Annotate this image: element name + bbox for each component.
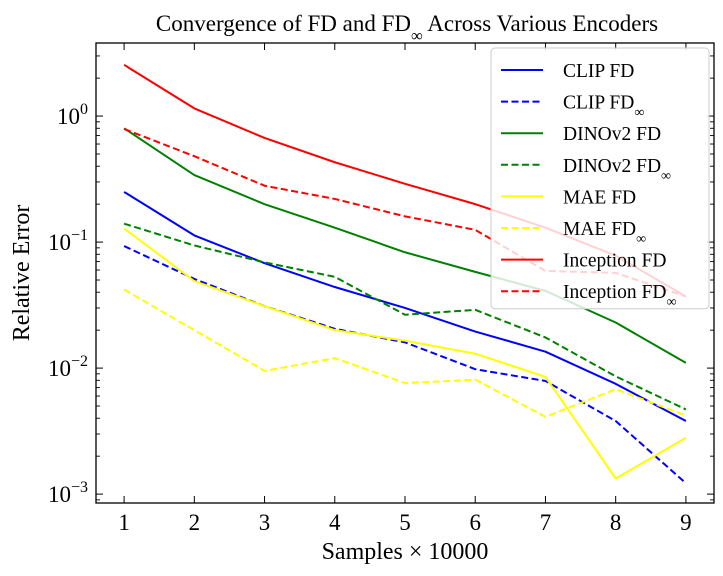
series-line-mae-fd [123, 227, 687, 480]
legend-label-dinov2-fd: DINOv2 FD [563, 124, 661, 145]
axis-ticks-group: 1 2 3 4 5 6 7 8 9 10−3 10−2 10−1 100 [48, 43, 714, 535]
legend-box [490, 47, 710, 310]
series-line-dinov2-fdinf [123, 222, 687, 411]
legend-label-inception-fdinf: Inception FD∞ [563, 282, 676, 310]
series-line-dinov2-fd [123, 127, 687, 364]
series-line-clip-fdinf [123, 245, 687, 484]
legend: CLIP FD CLIP FD∞ DINOv2 FD DINOv2 FD∞ MAE FD… [490, 47, 710, 310]
y-axis-title: Relative Error [9, 205, 35, 342]
legend-label-inception-fd: Inception FD [563, 251, 666, 272]
legend-label-dinov2-fdinf: DINOv2 FD∞ [563, 156, 671, 184]
y-tick-label-1e0: 100 [57, 101, 88, 129]
series-line-clip-fd [123, 191, 687, 422]
y-tick-label-1e−1: 10−1 [48, 227, 88, 255]
x-tick-label-1: 1 [118, 510, 130, 535]
x-tick-label-6: 6 [469, 510, 481, 535]
x-tick-label-7: 7 [540, 510, 552, 535]
legend-label-mae-fdinf: MAE FD∞ [563, 219, 646, 247]
chart-title: Convergence of FD and FD∞ Across Various… [156, 11, 658, 45]
x-tick-label-5: 5 [399, 510, 411, 535]
plot-series-group [123, 63, 687, 484]
y-tick-label-1e−3: 10−3 [48, 479, 88, 507]
x-tick-label-8: 8 [610, 510, 622, 535]
legend-label-mae-fd: MAE FD [563, 187, 636, 208]
x-axis-title: Samples × 10000 [322, 539, 489, 565]
x-tick-label-3: 3 [259, 510, 271, 535]
legend-label-clip-fdinf: CLIP FD∞ [563, 93, 644, 121]
x-tick-label-2: 2 [189, 510, 201, 535]
series-line-mae-fdinf [123, 288, 687, 418]
y-tick-label-1e−2: 10−2 [48, 353, 88, 381]
legend-label-clip-fd: CLIP FD [563, 61, 634, 82]
x-tick-label-4: 4 [329, 510, 341, 535]
x-tick-label-9: 9 [680, 510, 692, 535]
